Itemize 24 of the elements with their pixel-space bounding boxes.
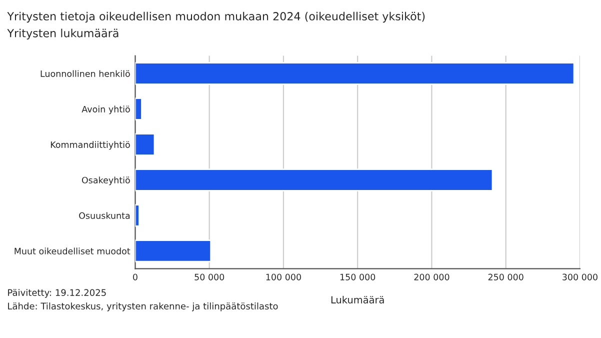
bar xyxy=(135,204,140,227)
y-tick-label: Avoin yhtiö xyxy=(82,106,130,114)
bar xyxy=(135,133,156,156)
bar xyxy=(135,62,575,85)
y-tick-label: Muut oikeudelliset muodot xyxy=(14,248,130,254)
y-tick-label: Luonnollinen henkilö xyxy=(40,70,130,77)
bar xyxy=(135,168,494,192)
x-tick-label: 250 000 xyxy=(488,274,524,280)
text: Päivitetty: 19.12.2025 xyxy=(8,288,106,298)
x-tick-label: 150 000 xyxy=(340,274,376,280)
x-tick-label: 0 xyxy=(133,274,138,280)
bar xyxy=(135,240,212,262)
chart-title: Yritysten tietoja oikeudellisen muodon mukaan 2024 (oikeudelliset yksiköt) xyxy=(7,12,425,23)
x-tick-label: 100 000 xyxy=(266,274,301,280)
chart-subtitle: Yritysten lukumäärä xyxy=(7,28,118,40)
y-tick-label: Osakeyhtiö xyxy=(82,176,130,186)
y-tick-label: Osuuskunta xyxy=(79,212,130,219)
x-tick-label: 50 000 xyxy=(194,274,224,280)
x-tick-label: 200 000 xyxy=(414,274,450,280)
y-tick-label: Kommandiittiyhtiö xyxy=(50,141,130,150)
bar xyxy=(135,98,142,120)
text: Lähde: Tilastokeskus, yritysten rakenne- ja tilinpäätöstilasto xyxy=(8,302,278,312)
x-tick-label: 300 000 xyxy=(562,274,598,280)
x-axis-title: Lukumäärä xyxy=(331,296,384,304)
